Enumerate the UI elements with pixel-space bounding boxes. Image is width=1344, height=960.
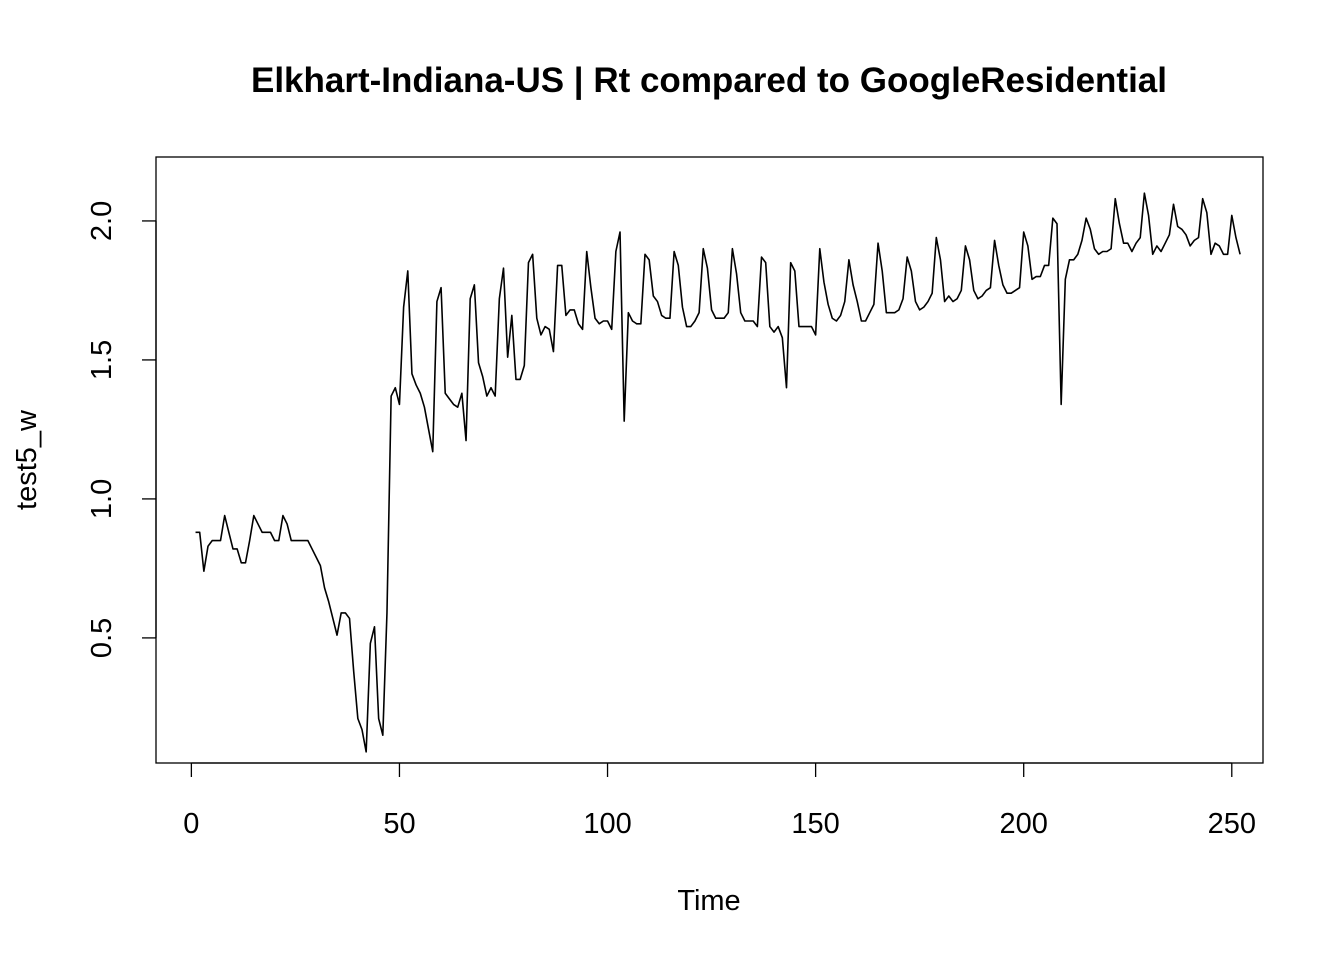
y-tick-label: 1.5 bbox=[86, 340, 118, 380]
x-tick-label: 0 bbox=[183, 808, 199, 840]
y-tick-label: 2.0 bbox=[86, 201, 118, 241]
series-line bbox=[195, 192, 1241, 753]
chart-title: Elkhart-Indiana-US | Rt compared to Goog… bbox=[251, 61, 1167, 100]
x-axis-label: Time bbox=[677, 885, 740, 917]
x-tick-label: 200 bbox=[1000, 808, 1048, 840]
x-tick-label: 100 bbox=[583, 808, 631, 840]
x-tick-label: 150 bbox=[791, 808, 839, 840]
x-tick-label: 50 bbox=[383, 808, 415, 840]
x-tick-label: 250 bbox=[1208, 808, 1256, 840]
plot-frame bbox=[155, 156, 1264, 764]
y-axis: 0.5 1.0 1.5 2.0 bbox=[86, 201, 157, 658]
y-axis-label: test5_w bbox=[11, 409, 43, 510]
x-axis: 0 50 100 150 200 250 bbox=[183, 762, 1256, 840]
y-tick-label: 0.5 bbox=[86, 618, 118, 658]
y-tick-label: 1.0 bbox=[86, 479, 118, 519]
